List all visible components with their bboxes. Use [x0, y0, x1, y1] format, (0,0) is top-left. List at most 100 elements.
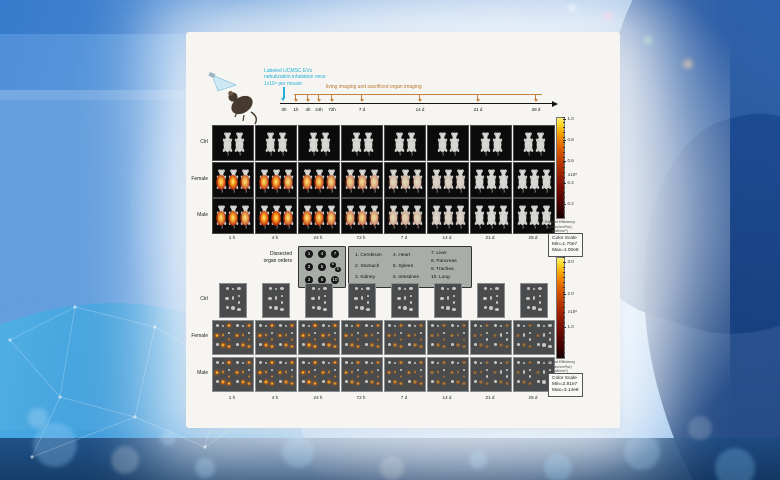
organ-blob: [278, 361, 282, 365]
organ-blob: [232, 296, 234, 301]
organ-blob: [269, 360, 275, 365]
live-panel: [384, 198, 426, 234]
organ-blob: [321, 380, 325, 383]
fluorescence-signal: [431, 211, 441, 226]
fluorescence-signal: [400, 211, 410, 226]
colorbar-minor-tick: [563, 127, 565, 128]
organ-blob: [270, 368, 274, 371]
organ-blob: [271, 337, 273, 341]
live-panel: [341, 198, 383, 234]
mouse-silhouette: [283, 165, 294, 195]
organ-blob: [377, 337, 379, 341]
organ-blob: [263, 342, 269, 347]
mouse-silhouette: [412, 201, 423, 231]
mouse-silhouette: [449, 128, 460, 158]
imaging-arrowhead: [316, 99, 321, 102]
organ-blob: [452, 294, 456, 297]
mouse-silhouette: [283, 201, 294, 231]
organ-blob: [278, 380, 282, 383]
organ-blob: [548, 331, 552, 334]
timepoint-label: 14 d: [442, 235, 452, 240]
organ-panel: [219, 283, 247, 318]
imaging-arrow: [535, 94, 537, 99]
timeline-arrowhead: [552, 100, 558, 107]
treatment-line-3: 1x10⁹ per mouse: [264, 80, 302, 87]
organ-blob: [289, 323, 295, 328]
organ-blob: [332, 360, 338, 365]
mouse-silhouette: [314, 165, 325, 195]
organ-blob: [529, 337, 531, 341]
organ-blob: [397, 306, 401, 309]
organ-blob: [463, 374, 465, 378]
mouse-silhouette: [240, 165, 251, 195]
organ-blob: [499, 324, 503, 328]
fluorescence-signal: [228, 175, 238, 190]
organ-blob: [542, 324, 546, 328]
organ-blob: [349, 379, 355, 384]
mouse-silhouette: [394, 128, 405, 158]
colorbar-tick-label: 1.0: [567, 116, 574, 122]
live-panel: [212, 198, 254, 234]
mouse-silhouette: [492, 128, 503, 158]
fluorescence-signal: [357, 175, 367, 190]
live-panel: [470, 198, 512, 234]
organ-blob: [220, 342, 226, 347]
organ-blob: [419, 344, 423, 348]
imaging-arrow: [477, 94, 479, 99]
organ-blob: [463, 337, 465, 341]
organ-blob: [496, 300, 498, 304]
organ-blob: [301, 380, 305, 383]
organ-blob: [364, 361, 368, 365]
timepoint-label: 21 d: [485, 395, 495, 400]
colorbar-minor-tick: [563, 217, 565, 218]
organ-blob: [350, 361, 354, 365]
mouse-silhouette: [259, 165, 270, 195]
organ-blob: [357, 337, 359, 341]
organ-blob: [361, 296, 363, 301]
organ-blob: [290, 368, 294, 371]
organ-blob: [462, 368, 466, 371]
organ-blob: [316, 305, 322, 310]
organ-blob: [483, 306, 487, 309]
organ-blob: [235, 361, 239, 365]
organ-blob: [436, 324, 440, 328]
mouse-silhouette: [265, 128, 276, 158]
row-label: Ctrl: [200, 139, 208, 145]
bokeh-circle: [644, 36, 652, 44]
organ-blob: [264, 361, 268, 365]
organ-blob: [504, 360, 510, 365]
organ-blob: [240, 379, 246, 384]
organ-blob: [271, 374, 273, 378]
organ-blob: [225, 296, 229, 300]
organ-blob: [536, 380, 540, 383]
treatment-arrowhead: [281, 98, 286, 101]
mouse-silhouette: [369, 165, 380, 195]
organ-blob: [483, 287, 487, 291]
organ-blob: [539, 300, 541, 304]
organ-blob: [430, 370, 434, 374]
colorbar-tick-label: 1.0: [567, 324, 574, 330]
organ-blob: [442, 344, 446, 348]
organ-blob: [387, 380, 391, 383]
timeline: 0h 1h 4h 24h 72h 7 d 14 d 21 d 28 d: [186, 32, 620, 122]
organ-blob: [455, 379, 461, 384]
bokeh-circle: [469, 451, 487, 469]
colorbar-major-tick: [563, 204, 566, 205]
organ-blob: [344, 370, 348, 374]
colorbar-minor-tick: [563, 162, 565, 163]
organ-blob: [516, 380, 520, 383]
live-panel: [212, 125, 254, 161]
organ-blob: [370, 361, 374, 365]
color-scale-line: Min=2.91e7: [552, 381, 578, 387]
organ-blob: [351, 370, 353, 375]
organ-blob: [533, 296, 535, 301]
organ-blob: [488, 305, 494, 310]
organ-blob: [499, 361, 503, 365]
fluorescence-signal: [400, 175, 410, 190]
organ-blob: [480, 333, 482, 338]
mouse-silhouette: [529, 165, 540, 195]
organ-blob: [493, 361, 497, 365]
organ-blob: [350, 324, 354, 328]
colorbar-minor-tick: [563, 192, 565, 193]
organ-blob: [226, 323, 232, 328]
